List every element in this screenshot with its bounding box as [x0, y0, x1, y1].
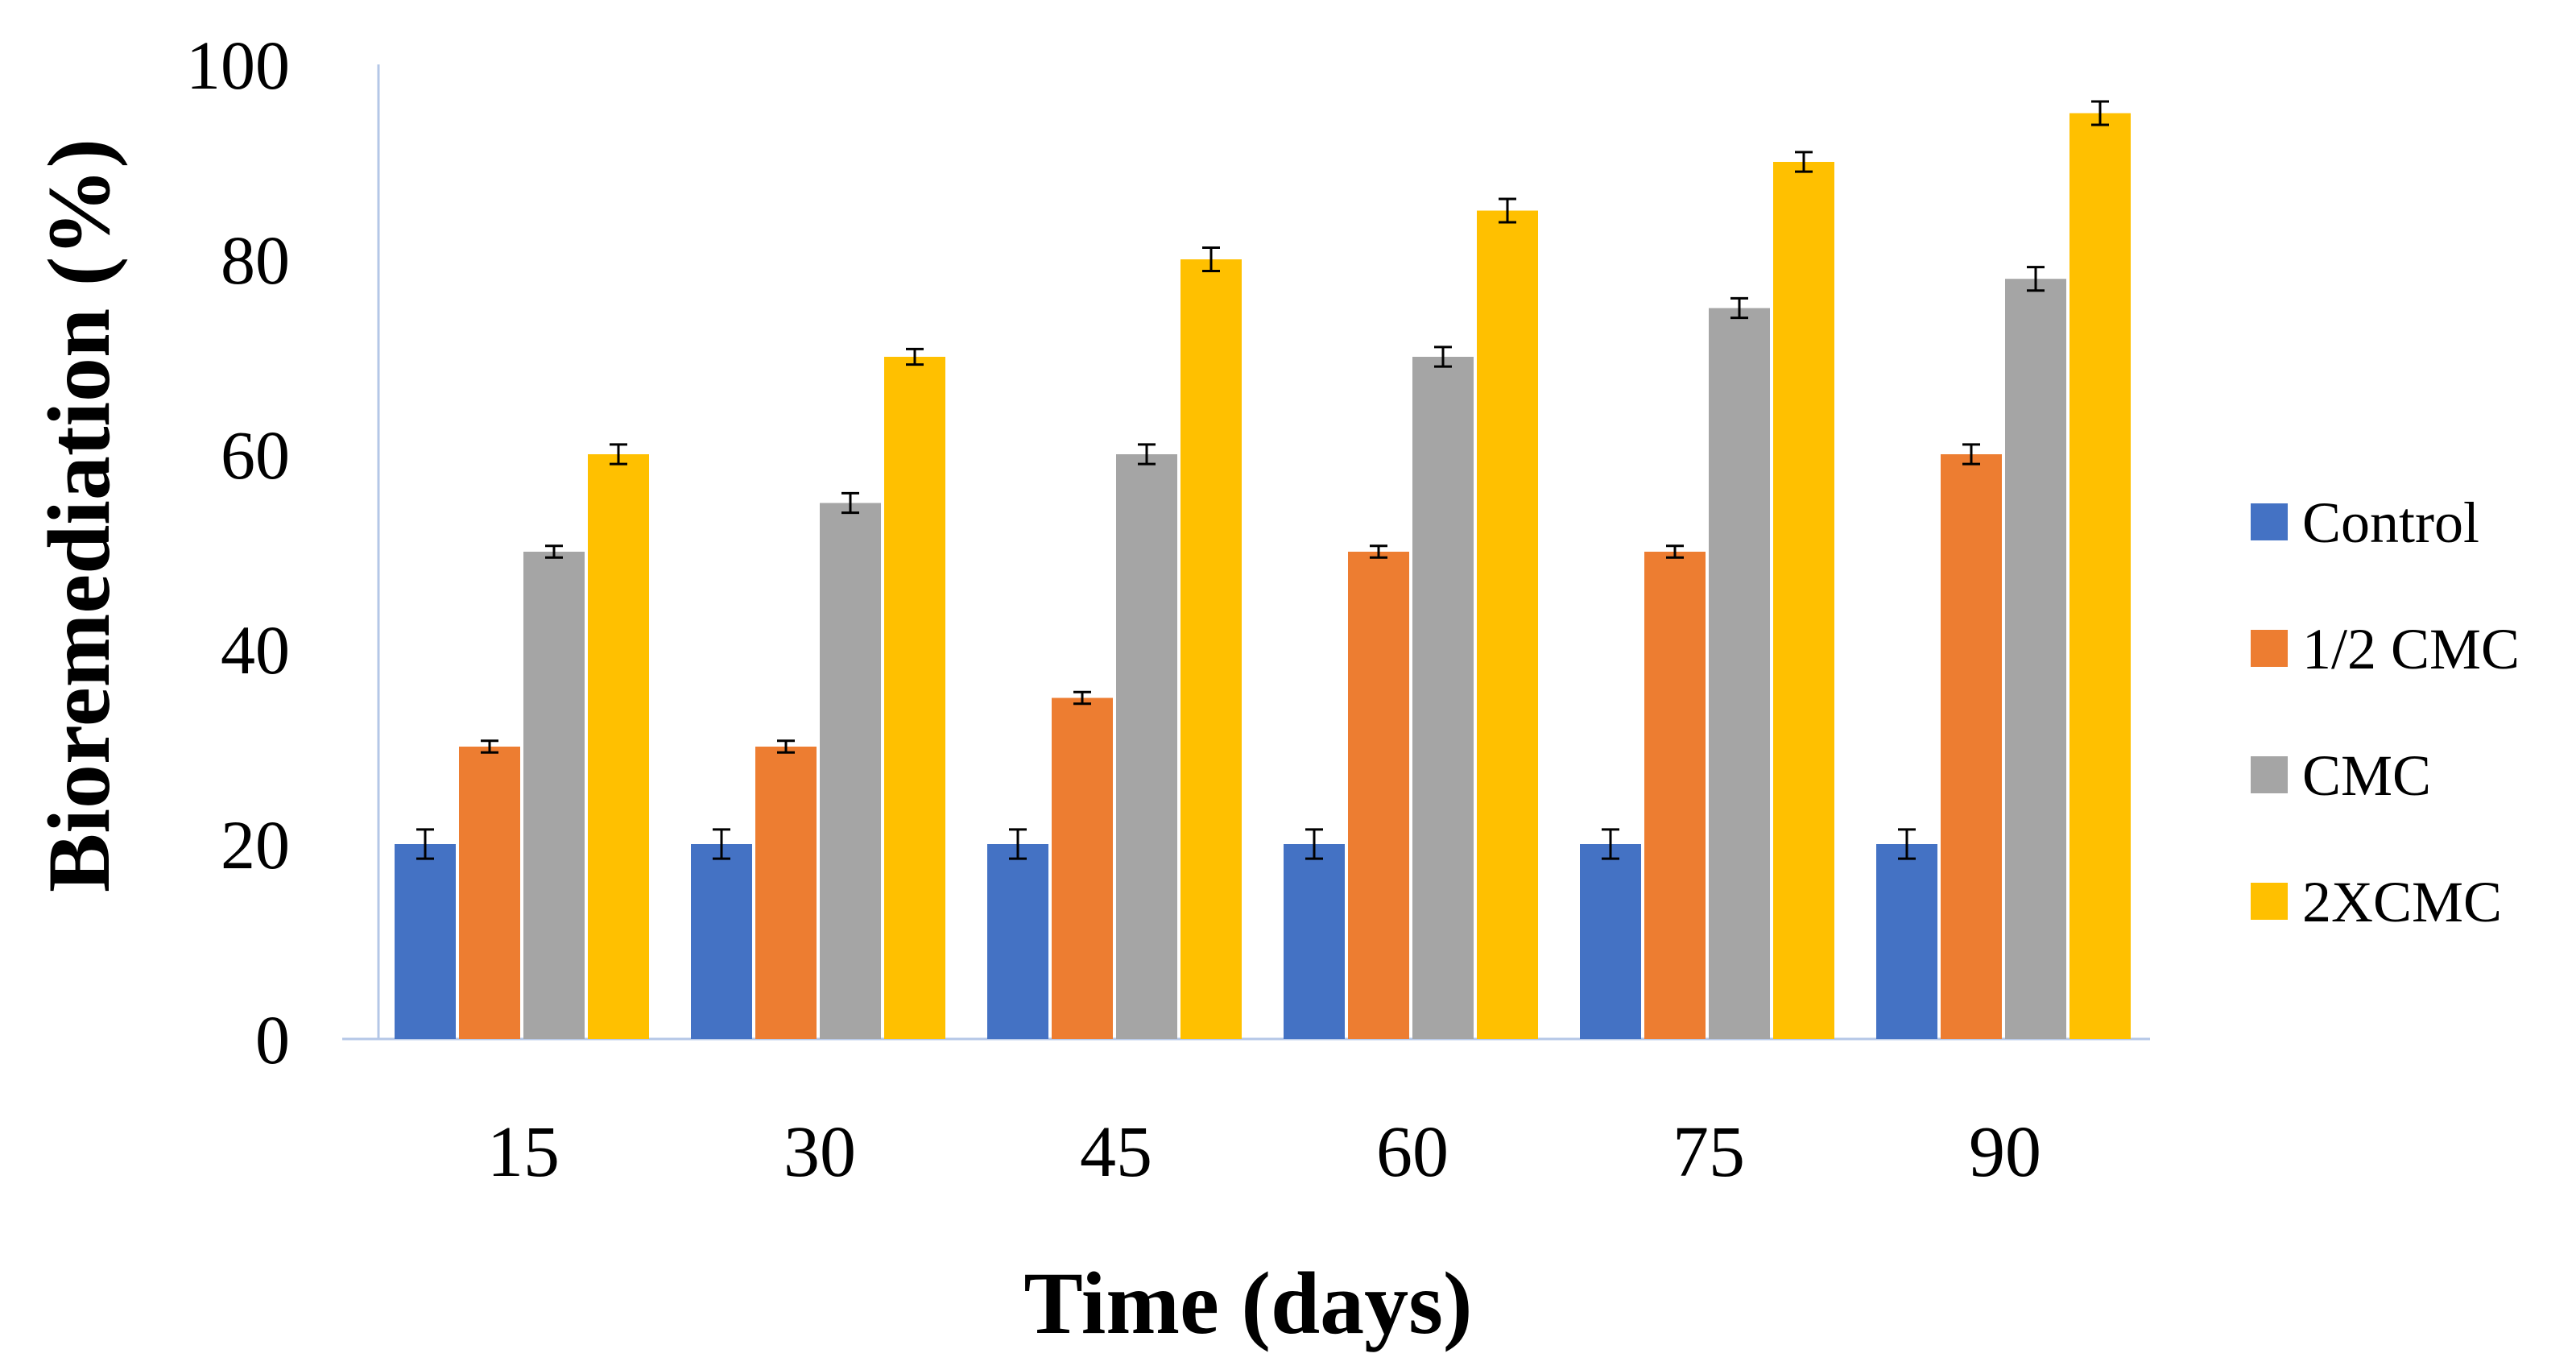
error-bar [2091, 100, 2109, 126]
bar-cmc-15 [523, 552, 585, 1039]
bar-1-2-cmc-15 [459, 747, 520, 1039]
x-tick-label: 60 [1376, 1112, 1449, 1192]
legend-swatch [2251, 503, 2288, 540]
bar-control-45 [987, 844, 1048, 1039]
y-tick-label: 80 [221, 221, 290, 299]
bar-cmc-75 [1709, 308, 1770, 1039]
bar-1-2-cmc-45 [1052, 697, 1113, 1039]
legend-item: CMC [2251, 743, 2431, 808]
x-tick-label: 45 [1080, 1112, 1152, 1192]
bar-2xcmc-45 [1180, 259, 1242, 1039]
error-bar [1499, 197, 1516, 224]
error-bar [1434, 346, 1452, 368]
legend-label: 1/2 CMC [2302, 617, 2520, 681]
x-axis-ticks: 15 30 45 60 75 90 [487, 1112, 2041, 1192]
y-tick-label: 20 [221, 806, 290, 884]
legend-label: CMC [2302, 743, 2431, 808]
error-bar [545, 544, 563, 559]
x-tick-label: 15 [487, 1112, 560, 1192]
y-tick-label: 0 [255, 1001, 290, 1078]
legend-label: Control [2302, 490, 2479, 555]
bar-control-30 [691, 844, 752, 1039]
error-bar [1666, 544, 1684, 559]
error-bar [1370, 544, 1387, 559]
bar-2xcmc-15 [588, 454, 649, 1039]
error-bar [1073, 690, 1091, 706]
error-bar [1138, 443, 1156, 466]
bar-cmc-45 [1116, 454, 1177, 1039]
error-bar [1898, 828, 1916, 860]
error-bar [1305, 828, 1323, 860]
bar-1-2-cmc-75 [1644, 552, 1706, 1039]
bar-cmc-60 [1412, 357, 1474, 1039]
bar-1-2-cmc-30 [755, 747, 817, 1039]
bar-control-15 [395, 844, 456, 1039]
bars [395, 113, 2131, 1039]
legend-label: 2XCMC [2302, 870, 2502, 934]
legend-swatch [2251, 630, 2288, 667]
legend-item: Control [2251, 490, 2479, 555]
y-tick-label: 100 [186, 27, 290, 104]
bar-control-60 [1284, 844, 1345, 1039]
x-tick-label: 90 [1969, 1112, 2041, 1192]
y-tick-label: 60 [221, 416, 290, 494]
error-bar [1602, 828, 1619, 860]
bar-1-2-cmc-60 [1348, 552, 1409, 1039]
x-tick-label: 75 [1673, 1112, 1745, 1192]
error-bar [713, 828, 730, 860]
bar-cmc-90 [2005, 279, 2066, 1039]
legend-item: 2XCMC [2251, 870, 2502, 934]
bar-1-2-cmc-90 [1941, 454, 2002, 1039]
legend-swatch [2251, 883, 2288, 920]
bar-2xcmc-90 [2069, 113, 2131, 1039]
error-bar [1962, 443, 1980, 466]
bar-2xcmc-30 [884, 357, 945, 1039]
bar-control-75 [1580, 844, 1641, 1039]
error-bar [1795, 151, 1813, 173]
bar-cmc-30 [820, 503, 881, 1039]
bar-2xcmc-75 [1773, 162, 1834, 1039]
legend-item: 1/2 CMC [2251, 617, 2520, 681]
legend: Control 1/2 CMC CMC 2XCMC [2251, 490, 2520, 934]
error-bar [1009, 828, 1027, 860]
y-tick-label: 40 [221, 611, 290, 689]
error-bar [906, 347, 924, 366]
error-bar [841, 491, 859, 515]
error-bar [481, 739, 498, 754]
error-bar [1730, 296, 1748, 320]
error-bar [2027, 266, 2045, 292]
legend-swatch [2251, 756, 2288, 793]
bar-2xcmc-60 [1477, 210, 1538, 1039]
error-bars [416, 100, 2109, 860]
y-axis-ticks: 0 20 40 60 80 100 [186, 27, 290, 1078]
x-axis-title: Time (days) [1023, 1254, 1472, 1352]
error-bar [416, 828, 434, 860]
error-bar [1202, 246, 1220, 273]
error-bar [777, 739, 795, 754]
bar-control-90 [1876, 844, 1937, 1039]
error-bar [610, 443, 627, 466]
y-axis-title: Bioremediation (%) [30, 139, 128, 892]
x-tick-label: 30 [784, 1112, 856, 1192]
